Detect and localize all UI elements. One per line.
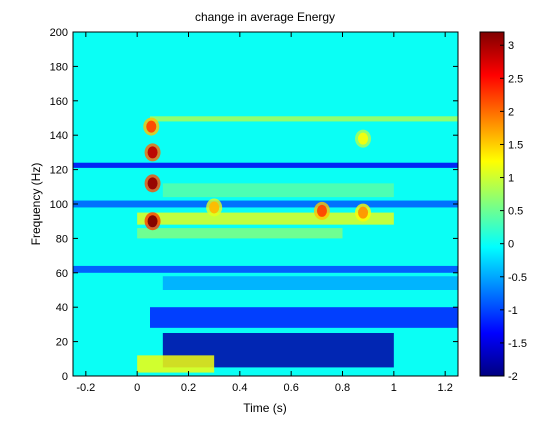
colorbar-tick-label: 0 xyxy=(508,239,514,251)
x-tick-label: 0 xyxy=(134,382,140,394)
heatmap-band xyxy=(73,162,458,168)
colorbar xyxy=(480,32,504,376)
colorbar-tick-label: -1 xyxy=(508,305,518,317)
colorbar-tick-label: 3 xyxy=(508,40,514,52)
heatmap-band xyxy=(162,276,458,290)
x-axis-label: Time (s) xyxy=(243,401,287,415)
heatmap-band xyxy=(150,116,458,122)
x-tick-label: 0.2 xyxy=(181,382,196,394)
x-axis: -0.2 0 0.2 0.4 0.6 0.8 1 1.2 xyxy=(76,32,453,394)
heatmap-spot xyxy=(147,215,158,228)
heatmap-spot xyxy=(316,204,327,217)
colorbar-tick-label: 2 xyxy=(508,106,514,118)
y-tick-label: 40 xyxy=(56,302,68,314)
x-tick-label: 0.6 xyxy=(284,382,299,394)
heatmap-band xyxy=(150,307,458,328)
heatmap-band xyxy=(137,212,394,225)
heatmap-spot xyxy=(358,132,369,145)
heatmap-band xyxy=(137,228,343,239)
y-axis: 0 20 40 60 80 100 120 140 160 180 200 xyxy=(50,27,458,383)
x-tick-label: 0.4 xyxy=(232,382,247,394)
x-tick-label: 1.2 xyxy=(438,382,453,394)
y-tick-label: 100 xyxy=(50,199,68,211)
colorbar-ticks: -2 -1.5 -1 -0.5 0 0.5 1 1.5 2 2.5 3 xyxy=(500,40,527,383)
colorbar-tick-label: 2.5 xyxy=(508,73,523,85)
x-tick-label: 1 xyxy=(391,382,397,394)
colorbar-tick-label: 1.5 xyxy=(508,139,523,151)
heatmap-spot xyxy=(147,146,158,159)
colorbar-tick-label: -0.5 xyxy=(508,272,527,284)
colorbar-tick-label: 1 xyxy=(508,173,514,185)
colorbar-tick-label: -2 xyxy=(508,371,518,383)
y-tick-label: 60 xyxy=(56,268,68,280)
heatmap-band xyxy=(162,183,394,198)
chart-title: change in average Energy xyxy=(195,10,335,24)
heatmap-band xyxy=(137,355,215,373)
y-tick-label: 200 xyxy=(50,27,68,39)
y-tick-label: 80 xyxy=(56,233,68,245)
heatmap-spot xyxy=(147,177,158,190)
y-tick-label: 180 xyxy=(50,61,68,73)
x-tick-label: 0.8 xyxy=(335,382,350,394)
colorbar-tick-label: -1.5 xyxy=(508,338,527,350)
colorbar-frame xyxy=(479,31,505,377)
heatmap-spot xyxy=(358,206,369,219)
heatmap-band xyxy=(73,200,458,208)
colorbar-tick-label: 0.5 xyxy=(508,206,523,218)
y-tick-label: 0 xyxy=(62,371,68,383)
y-axis-label: Frequency (Hz) xyxy=(29,163,43,246)
y-tick-label: 120 xyxy=(50,165,68,177)
y-tick-label: 20 xyxy=(56,337,68,349)
heatmap-band xyxy=(73,265,458,273)
y-tick-label: 140 xyxy=(50,130,68,142)
heatmap-spot xyxy=(209,201,220,214)
heatmap-image xyxy=(73,32,458,376)
y-tick-label: 160 xyxy=(50,96,68,108)
heatmap-spot xyxy=(146,120,157,133)
x-tick-label: -0.2 xyxy=(76,382,95,394)
